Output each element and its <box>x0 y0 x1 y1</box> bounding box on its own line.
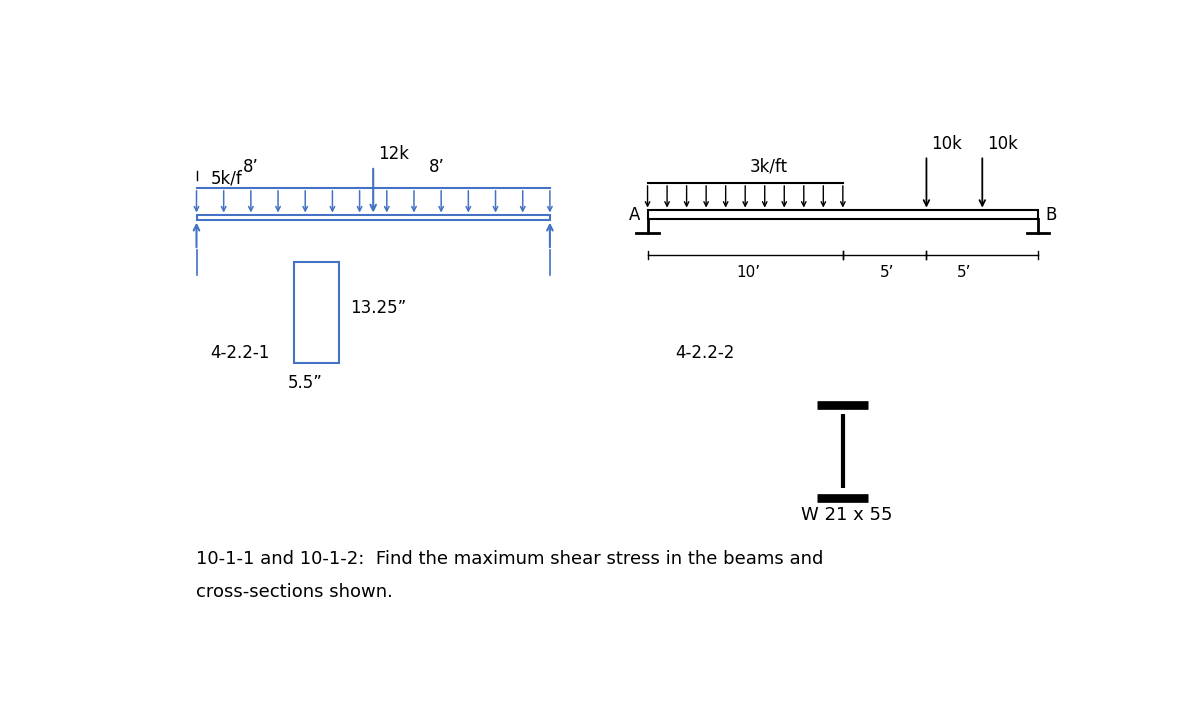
Text: cross-sections shown.: cross-sections shown. <box>197 583 394 601</box>
Text: 3k/ft: 3k/ft <box>750 158 788 176</box>
Bar <box>197 216 550 220</box>
Text: 13.25”: 13.25” <box>350 299 406 317</box>
Text: 4-2.2-1: 4-2.2-1 <box>210 344 270 362</box>
Text: A: A <box>629 206 640 224</box>
Text: 5’: 5’ <box>956 265 971 280</box>
Text: 5k/f: 5k/f <box>210 169 242 187</box>
Text: 10’: 10’ <box>736 265 760 280</box>
Text: 10k: 10k <box>986 135 1018 153</box>
Text: 12k: 12k <box>378 145 409 164</box>
Text: W 21 x 55: W 21 x 55 <box>802 506 893 524</box>
Text: 10k: 10k <box>931 135 962 153</box>
Text: B: B <box>1045 206 1057 224</box>
Bar <box>648 211 1038 219</box>
Text: 4-2.2-2: 4-2.2-2 <box>676 344 734 362</box>
Text: 10-1-1 and 10-1-2:  Find the maximum shear stress in the beams and: 10-1-1 and 10-1-2: Find the maximum shea… <box>197 550 824 568</box>
Text: 5.5”: 5.5” <box>288 374 323 392</box>
Bar <box>294 261 338 363</box>
Text: 8’: 8’ <box>242 159 259 176</box>
Text: 8’: 8’ <box>430 159 445 176</box>
Text: 5’: 5’ <box>881 265 895 280</box>
